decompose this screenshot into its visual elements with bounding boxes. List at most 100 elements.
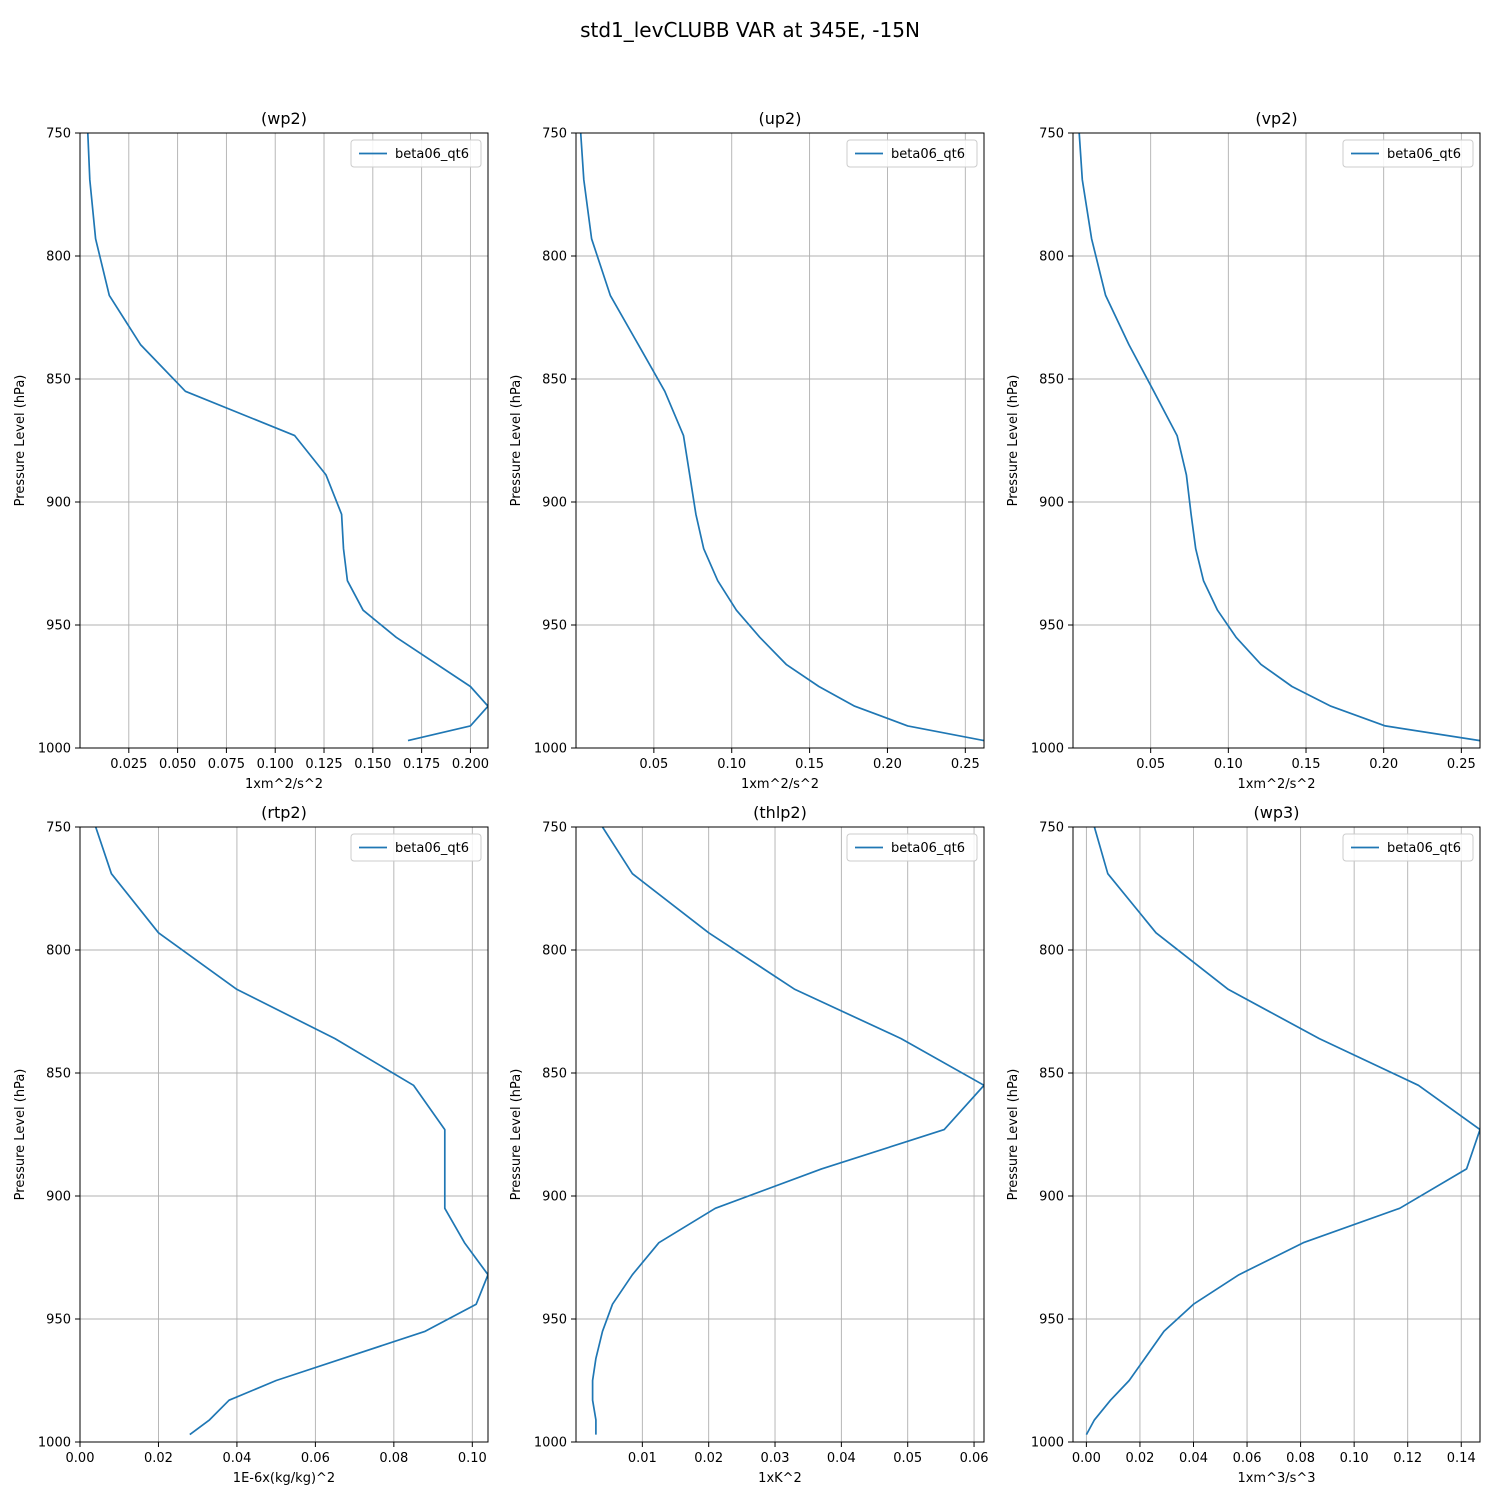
y-tick-label: 900 — [542, 496, 567, 511]
legend-label: beta06_qt6 — [1387, 841, 1461, 856]
y-tick-label: 1000 — [534, 1436, 567, 1451]
plot-frame — [1072, 826, 1481, 1443]
x-tick-label: 0.08 — [379, 1451, 408, 1466]
subplot-title: (wp3) — [1254, 803, 1300, 822]
y-tick-label: 1000 — [38, 1436, 71, 1451]
plot-frame — [575, 826, 985, 1443]
x-tick-label: 0.25 — [1447, 757, 1476, 772]
series-line-beta06_qt6 — [579, 133, 984, 742]
x-tick-label: 0.075 — [208, 757, 245, 772]
x-tick-label: 0.03 — [761, 1451, 790, 1466]
legend: beta06_qt6 — [350, 139, 482, 168]
x-tick-label: 0.04 — [827, 1451, 856, 1466]
x-tick-label: 0.100 — [257, 757, 294, 772]
y-tick-label: 800 — [1039, 944, 1064, 959]
legend-label: beta06_qt6 — [395, 841, 469, 856]
x-tick-label: 0.15 — [795, 757, 824, 772]
x-tick-label: 0.175 — [403, 757, 440, 772]
y-tick-label: 950 — [46, 619, 71, 634]
y-tick-label: 750 — [1039, 821, 1064, 836]
y-tick-label: 900 — [1039, 496, 1064, 511]
x-tick-label: 0.20 — [1369, 757, 1398, 772]
series-line-beta06_qt6 — [591, 827, 984, 1435]
y-axis-label: Pressure Level (hPa) — [13, 1069, 28, 1201]
x-tick-label: 0.200 — [452, 757, 489, 772]
x-tick-label: 0.04 — [1179, 1451, 1208, 1466]
legend: beta06_qt6 — [1342, 833, 1474, 862]
x-tick-label: 0.08 — [1286, 1451, 1315, 1466]
subplot-wp3: 0.00 0.02 0.04 0.06 0.08 0.10 0.12 0.14 750 800 85… — [1006, 803, 1481, 1486]
x-tick-label: 0.04 — [222, 1451, 251, 1466]
subplot-up2: 0.05 0.10 0.15 0.20 0.25 750 800 850 900 950 1000 (… — [509, 109, 985, 792]
y-tick-label: 850 — [46, 373, 71, 388]
x-tick-label: 0.125 — [305, 757, 342, 772]
x-tick-label: 0.06 — [960, 1451, 989, 1466]
legend-label: beta06_qt6 — [395, 147, 469, 162]
legend-box — [846, 833, 978, 862]
plot-frame — [79, 132, 489, 749]
subplot-title: (vp2) — [1255, 109, 1297, 128]
y-tick-label: 850 — [1039, 373, 1064, 388]
y-tick-label: 950 — [1039, 619, 1064, 634]
y-tick-label: 800 — [46, 944, 71, 959]
subplot-title: (thlp2) — [753, 803, 807, 822]
y-tick-label: 750 — [542, 127, 567, 142]
y-tick-label: 850 — [542, 1067, 567, 1082]
y-tick-label: 750 — [542, 821, 567, 836]
series-line-beta06_qt6 — [1085, 827, 1480, 1436]
legend: beta06_qt6 — [350, 833, 482, 862]
legend-label: beta06_qt6 — [891, 841, 965, 856]
x-tick-label: 0.05 — [639, 757, 668, 772]
x-tick-label: 0.150 — [354, 757, 391, 772]
legend-box — [1342, 139, 1474, 168]
x-tick-label: 0.02 — [1125, 1451, 1154, 1466]
x-axis-label: 1xm^3/s^3 — [1237, 1471, 1315, 1486]
plot-frame — [1072, 132, 1481, 749]
y-tick-label: 750 — [46, 821, 71, 836]
x-axis-label: 1xm^2/s^2 — [741, 777, 819, 792]
y-tick-label: 950 — [1039, 1313, 1064, 1328]
x-axis-label: 1E-6x(kg/kg)^2 — [233, 1471, 335, 1486]
y-tick-label: 750 — [1039, 127, 1064, 142]
y-axis-label: Pressure Level (hPa) — [1006, 375, 1021, 507]
figure-title: std1_levCLUBB VAR at 345E, -15N — [580, 18, 920, 42]
legend: beta06_qt6 — [846, 139, 978, 168]
y-tick-label: 800 — [1039, 250, 1064, 265]
y-axis-label: Pressure Level (hPa) — [13, 375, 28, 507]
x-tick-label: 0.15 — [1292, 757, 1321, 772]
x-tick-label: 0.10 — [1214, 757, 1243, 772]
legend-box — [1342, 833, 1474, 862]
x-axis-label: 1xK^2 — [758, 1471, 802, 1486]
y-tick-label: 1000 — [1031, 742, 1064, 757]
legend: beta06_qt6 — [1342, 139, 1474, 168]
x-tick-label: 0.10 — [458, 1451, 487, 1466]
series-line-beta06_qt6 — [1078, 133, 1480, 742]
subplot-rtp2: 0.00 0.02 0.04 0.06 0.08 0.10 750 800 850 900 950 1… — [13, 803, 489, 1486]
y-tick-label: 900 — [46, 496, 71, 511]
legend-label: beta06_qt6 — [891, 147, 965, 162]
x-tick-label: 0.25 — [951, 757, 980, 772]
y-tick-label: 900 — [542, 1190, 567, 1205]
legend-box — [846, 139, 978, 168]
x-tick-label: 0.06 — [301, 1451, 330, 1466]
x-tick-label: 0.14 — [1447, 1451, 1476, 1466]
subplots-grid: 0.025 0.050 0.075 0.100 0.125 0.150 0.175 0.200… — [13, 109, 1481, 1486]
x-tick-label: 0.01 — [628, 1451, 657, 1466]
y-tick-label: 800 — [46, 250, 71, 265]
subplot-wp2: 0.025 0.050 0.075 0.100 0.125 0.150 0.175 0.200… — [13, 109, 489, 792]
y-axis-label: Pressure Level (hPa) — [509, 1069, 524, 1201]
subplot-vp2: 0.05 0.10 0.15 0.20 0.25 750 800 850 900 950 1000 (… — [1006, 109, 1481, 792]
x-tick-label: 0.12 — [1393, 1451, 1422, 1466]
subplot-title: (wp2) — [261, 109, 307, 128]
x-tick-label: 0.00 — [66, 1451, 95, 1466]
legend-label: beta06_qt6 — [1387, 147, 1461, 162]
x-tick-label: 0.00 — [1072, 1451, 1101, 1466]
x-tick-label: 0.050 — [159, 757, 196, 772]
y-tick-label: 900 — [1039, 1190, 1064, 1205]
x-axis-label: 1xm^2/s^2 — [1237, 777, 1315, 792]
y-tick-label: 850 — [46, 1067, 71, 1082]
y-tick-label: 1000 — [38, 742, 71, 757]
series-line-beta06_qt6 — [94, 827, 488, 1436]
